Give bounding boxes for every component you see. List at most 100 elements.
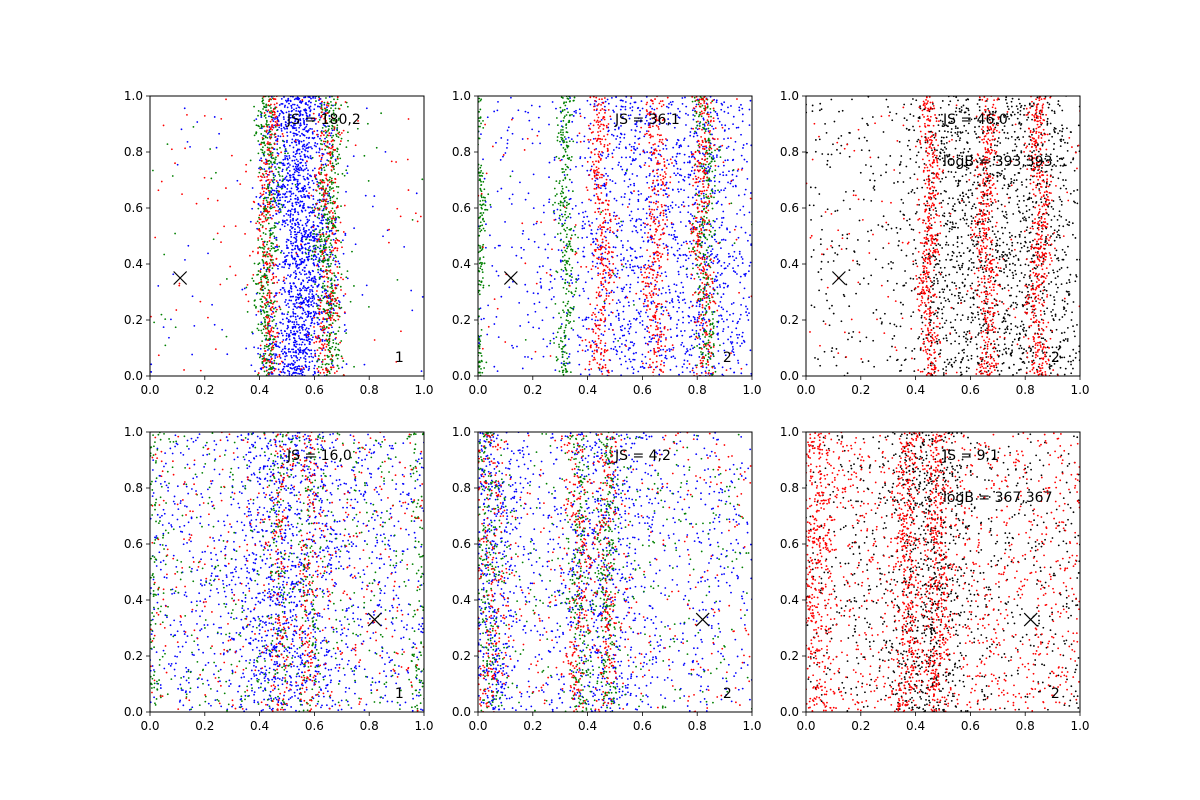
- data-point: [296, 267, 299, 270]
- data-point: [306, 123, 308, 126]
- data-point: [624, 327, 626, 330]
- data-point: [318, 247, 321, 250]
- data-point: [697, 288, 700, 290]
- data-point: [262, 197, 265, 200]
- data-point: [269, 343, 272, 346]
- data-point: [304, 209, 307, 212]
- data-point: [366, 122, 369, 125]
- data-point: [297, 118, 300, 121]
- data-point: [333, 247, 336, 250]
- data-point: [336, 147, 339, 150]
- data-point: [334, 239, 337, 242]
- data-point: [310, 117, 313, 120]
- data-point: [316, 143, 319, 145]
- data-point: [667, 106, 670, 109]
- data-point: [628, 347, 631, 349]
- data-point: [650, 340, 652, 343]
- data-point: [682, 286, 684, 289]
- data-point: [328, 246, 331, 249]
- data-point: [642, 222, 645, 224]
- data-point: [319, 305, 322, 308]
- data-point: [688, 155, 691, 158]
- data-point: [325, 104, 328, 106]
- data-point: [640, 224, 642, 227]
- data-point: [283, 225, 286, 228]
- data-point: [676, 142, 678, 144]
- data-point: [399, 215, 402, 218]
- data-point: [283, 164, 286, 167]
- data-point: [325, 177, 328, 180]
- data-point: [281, 170, 284, 173]
- data-point: [615, 349, 618, 352]
- data-point: [287, 326, 290, 329]
- data-point: [286, 313, 289, 316]
- data-point: [294, 138, 297, 141]
- data-point: [331, 151, 334, 154]
- data-point: [279, 146, 281, 149]
- data-point: [273, 148, 276, 151]
- data-point: [605, 193, 608, 196]
- data-point: [497, 336, 500, 338]
- data-point: [284, 127, 286, 130]
- data-point: [729, 182, 732, 185]
- data-point: [286, 324, 289, 327]
- data-point: [308, 235, 311, 238]
- data-point: [282, 339, 285, 341]
- data-point: [663, 361, 665, 364]
- data-point: [320, 235, 322, 237]
- data-point: [279, 288, 282, 291]
- data-point: [322, 192, 325, 195]
- data-point: [315, 293, 318, 296]
- data-point: [324, 109, 327, 112]
- data-point: [699, 278, 702, 281]
- data-point: [264, 359, 267, 362]
- data-point: [331, 207, 334, 210]
- data-point: [170, 148, 173, 151]
- data-point: [295, 235, 298, 238]
- data-point: [293, 368, 296, 371]
- data-point: [320, 366, 323, 369]
- data-point: [259, 168, 262, 171]
- data-point: [731, 244, 734, 247]
- data-point: [735, 185, 737, 188]
- data-point: [290, 254, 293, 257]
- data-point: [323, 101, 326, 104]
- data-point: [704, 370, 707, 373]
- data-point: [657, 175, 659, 178]
- data-point: [327, 237, 330, 240]
- data-point: [186, 140, 189, 143]
- data-point: [299, 155, 302, 158]
- data-point: [262, 255, 265, 258]
- x-tick-label: 0.4: [250, 383, 269, 397]
- data-point: [612, 215, 615, 217]
- data-point: [307, 169, 309, 172]
- data-point: [262, 193, 265, 196]
- data-point: [373, 195, 376, 197]
- data-point: [668, 348, 671, 350]
- data-point: [331, 116, 334, 119]
- data-point: [599, 244, 602, 247]
- data-point: [301, 317, 304, 320]
- data-point: [328, 194, 330, 196]
- data-point: [589, 156, 592, 159]
- data-point: [211, 303, 213, 306]
- data-point: [421, 295, 424, 298]
- data-point: [291, 321, 294, 323]
- data-point: [295, 239, 298, 242]
- data-point: [298, 358, 301, 361]
- data-point: [274, 357, 277, 359]
- data-point: [333, 279, 336, 282]
- data-point: [278, 186, 280, 188]
- data-point: [312, 188, 315, 191]
- data-point: [318, 168, 320, 170]
- data-point: [273, 224, 276, 227]
- data-point: [265, 253, 268, 256]
- data-point: [722, 328, 725, 330]
- data-point: [285, 155, 288, 158]
- data-point: [301, 257, 303, 260]
- data-point: [544, 248, 547, 251]
- data-point: [255, 118, 258, 121]
- data-point: [331, 136, 333, 139]
- data-point: [281, 180, 284, 182]
- data-point: [587, 297, 590, 300]
